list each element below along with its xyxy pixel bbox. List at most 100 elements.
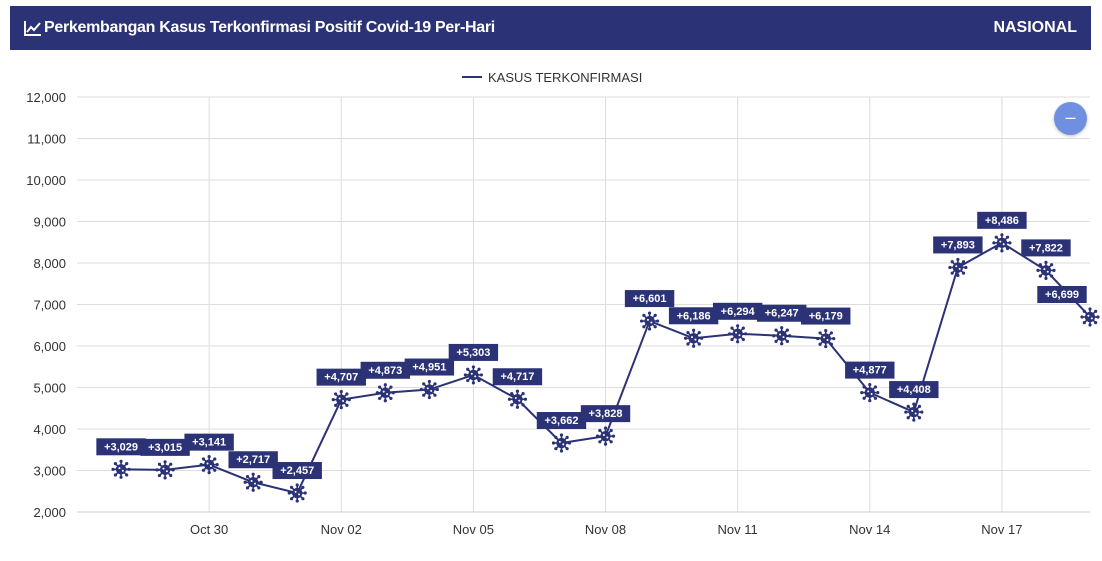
virus-spike-tip	[347, 398, 351, 402]
virus-spike-tip	[818, 342, 822, 346]
virus-spike-tip	[868, 399, 872, 403]
data-label: +3,662	[536, 412, 587, 430]
virus-spike-tip	[125, 473, 129, 477]
virus-icon	[816, 328, 836, 349]
virus-spike-tip	[1044, 260, 1048, 264]
virus-dot	[165, 470, 168, 473]
virus-spike-tip	[818, 331, 822, 335]
virus-spike-tip	[772, 334, 776, 338]
virus-spike-tip	[422, 382, 426, 386]
data-label-box	[536, 412, 587, 430]
virus-spike-tip	[119, 459, 123, 463]
data-label-text: +2,717	[236, 454, 270, 466]
x-tick-label: Nov 08	[585, 522, 626, 537]
region-label: NASIONAL	[993, 19, 1077, 36]
virus-spike-tip	[653, 325, 657, 329]
data-label: +6,699	[1037, 285, 1087, 303]
virus-spike-tip	[904, 410, 908, 414]
data-label-text: +3,662	[545, 415, 579, 427]
virus-spike-tip	[860, 391, 864, 395]
data-label-box	[580, 405, 631, 423]
virus-dot	[999, 240, 1002, 243]
virus-spike-tip	[1005, 246, 1010, 251]
virus-spike-tip	[378, 385, 382, 389]
virus-icon	[860, 383, 880, 403]
virus-icon	[155, 460, 175, 480]
virus-spike-tip	[868, 383, 872, 387]
y-tick-label: 12,000	[26, 90, 66, 105]
virus-body	[1040, 265, 1052, 276]
virus-spike-tip	[1082, 321, 1086, 325]
virus-dot	[294, 490, 297, 493]
virus-spike-tip	[510, 403, 514, 407]
virus-dot	[958, 267, 961, 270]
virus-spike-tip	[774, 339, 778, 344]
virus-spike-tip	[565, 447, 569, 451]
legend: KASUS TERKONFIRMASI	[462, 70, 642, 85]
virus-dot	[426, 387, 429, 390]
virus-spike-tip	[201, 468, 206, 472]
data-label-box	[96, 438, 146, 456]
virus-spike-tip	[603, 442, 608, 446]
y-tick-label: 9,000	[33, 215, 66, 230]
virus-spike-tip	[917, 416, 922, 420]
virus-spike-tip	[257, 474, 261, 479]
data-label-box	[1021, 239, 1071, 257]
virus-body	[644, 315, 655, 327]
virus-dot	[602, 433, 605, 436]
data-label: +6,179	[801, 307, 851, 325]
virus-dot	[382, 390, 385, 393]
virus-spike-tip	[479, 373, 483, 377]
data-label-box	[140, 438, 190, 456]
virus-spike-tip	[1052, 268, 1056, 272]
virus-spike-tip	[609, 440, 613, 444]
virus-spike-tip	[730, 326, 734, 330]
virus-body	[556, 437, 567, 449]
data-label-box	[228, 451, 278, 469]
data-label-box	[756, 304, 807, 322]
virus-dot	[514, 397, 517, 400]
data-label-text: +2,457	[280, 465, 314, 477]
virus-spike-tip	[1050, 274, 1054, 278]
y-tick-label: 5,000	[33, 381, 66, 396]
virus-spike-tip	[127, 467, 131, 471]
virus-dot	[955, 265, 958, 268]
y-tick-label: 6,000	[33, 339, 66, 354]
x-tick-label: Nov 05	[453, 522, 494, 537]
data-label-box	[668, 307, 719, 325]
virus-icon	[948, 257, 968, 278]
virus-spike-tip	[832, 336, 836, 341]
virus-spike-tip	[169, 473, 173, 478]
virus-body	[908, 406, 920, 418]
virus-spike-tip	[551, 441, 556, 445]
x-tick-label: Nov 14	[849, 522, 890, 537]
data-label: +5,303	[448, 343, 499, 361]
virus-spike-tip	[824, 344, 828, 349]
virus-spike-tip	[1036, 268, 1040, 272]
virus-spike-tip	[697, 342, 701, 346]
virus-icon	[992, 233, 1012, 253]
virus-spike-tip	[111, 467, 115, 471]
data-label-text: +5,303	[456, 347, 490, 359]
virus-spike-tip	[611, 434, 616, 438]
virus-spike-tip	[289, 497, 294, 501]
virus-body	[952, 262, 964, 273]
virus-spike-tip	[862, 396, 866, 400]
data-label-text: +4,873	[368, 365, 402, 377]
virus-spike-tip	[345, 392, 349, 396]
data-label: +3,828	[580, 405, 631, 423]
zoom-out-button[interactable]: –	[1054, 102, 1087, 135]
virus-spike-tip	[565, 435, 569, 439]
data-label-box	[845, 361, 895, 379]
data-label: +2,717	[228, 451, 278, 469]
virus-dot	[342, 400, 345, 403]
virus-dot	[298, 493, 301, 496]
data-label: +4,408	[889, 381, 939, 399]
virus-spike-tip	[466, 367, 470, 371]
virus-spike-tip	[655, 319, 660, 323]
virus-spike-tip	[906, 416, 910, 420]
virus-spike-tip	[1088, 307, 1092, 311]
virus-dot	[646, 318, 649, 321]
virus-body	[336, 394, 347, 405]
virus-spike-tip	[295, 483, 299, 487]
